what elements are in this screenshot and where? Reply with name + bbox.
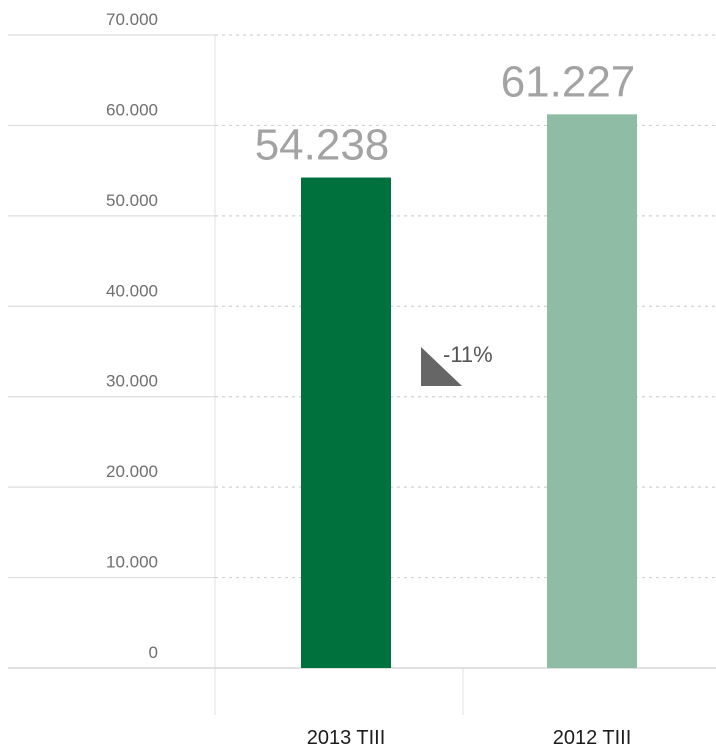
y-axis-ticks: 0 10.000 20.000 30.000 40.000 50.000 60.000 70.…: [106, 10, 158, 662]
down-triangle-icon: [421, 347, 462, 386]
y-tick-label: 30.000: [106, 372, 158, 391]
change-annotation: -11%: [421, 342, 493, 386]
bars: [301, 114, 637, 668]
x-tick-label: 2013 TIII: [307, 727, 386, 749]
y-tick-label: 10.000: [106, 553, 158, 572]
y-tick-label: 70.000: [106, 10, 158, 29]
bar: [301, 177, 391, 668]
y-tick-label: 0: [149, 643, 158, 662]
x-tick-label: 2012 TIII: [553, 727, 632, 749]
y-tick-label: 60.000: [106, 100, 158, 119]
x-axis-labels: 2013 TIII 2012 TIII: [307, 727, 632, 749]
data-label: 61.227: [501, 57, 636, 106]
data-labels: 54.238 61.227: [255, 57, 636, 169]
y-tick-label: 50.000: [106, 191, 158, 210]
data-label: 54.238: [255, 121, 390, 170]
y-tick-label: 20.000: [106, 462, 158, 481]
bar: [547, 114, 637, 668]
change-label: -11%: [443, 342, 493, 367]
y-tick-label: 40.000: [106, 281, 158, 300]
